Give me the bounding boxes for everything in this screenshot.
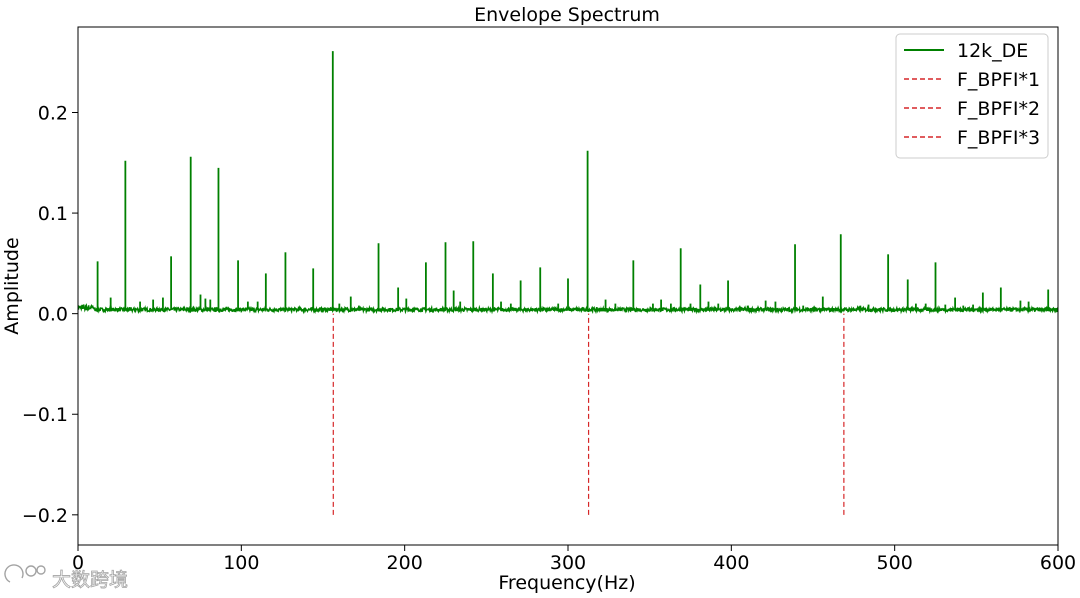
legend: 12k_DE F_BPFI*1 F_BPFI*2 F_BPFI*3: [895, 33, 1049, 159]
y-tick-label: −0.2: [22, 505, 68, 527]
x-tick-label: 400: [713, 552, 749, 574]
y-tick-label: 0.0: [38, 304, 68, 326]
x-axis-label: Frequency(Hz): [498, 572, 635, 594]
x-tick-label: 600: [1040, 552, 1076, 574]
chart-title: Envelope Spectrum: [474, 4, 660, 26]
legend-label-4: F_BPFI*3: [957, 127, 1040, 149]
y-tick-label: 0.1: [38, 203, 68, 225]
legend-label-1: 12k_DE: [957, 40, 1028, 62]
legend-label-2: F_BPFI*1: [957, 69, 1040, 91]
x-tick-label: 100: [223, 552, 259, 574]
x-tick-label: 200: [387, 552, 423, 574]
y-axis: −0.2 −0.1 0.0 0.1 0.2: [22, 102, 78, 527]
y-tick-label: −0.1: [22, 404, 68, 426]
x-axis: 0 100 200 300 400 500 600: [72, 545, 1076, 574]
x-tick-label: 0: [72, 552, 84, 574]
watermark: 大数跨境: [4, 564, 128, 591]
legend-box: [895, 33, 1049, 159]
x-tick-label: 300: [550, 552, 586, 574]
legend-label-3: F_BPFI*2: [957, 98, 1040, 120]
watermark-logo-icon: [4, 564, 46, 583]
spectrum-baseline: [78, 303, 1058, 315]
watermark-text: 大数跨境: [52, 569, 128, 591]
y-tick-label: 0.2: [38, 102, 68, 124]
x-tick-label: 500: [877, 552, 913, 574]
y-axis-label: Amplitude: [1, 237, 23, 334]
